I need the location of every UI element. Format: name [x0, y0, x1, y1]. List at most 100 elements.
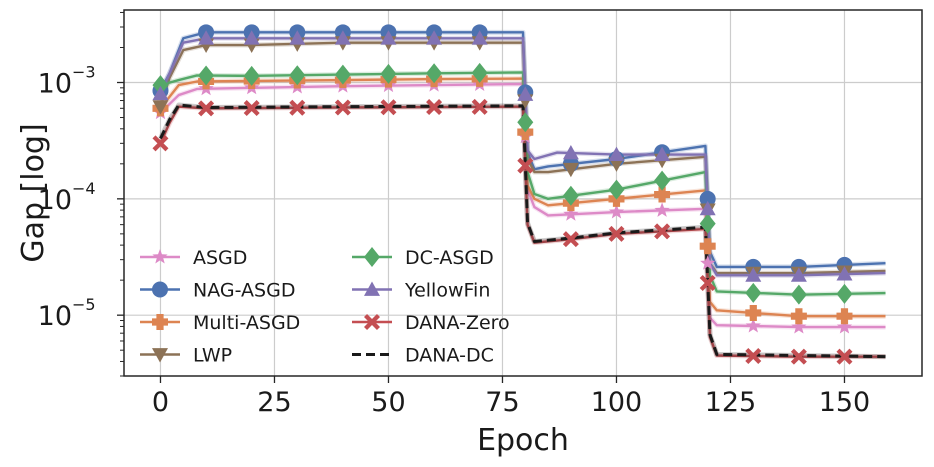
marker-dana-zero-2 [243, 100, 260, 117]
marker-yellowfin-0 [152, 85, 169, 101]
marker-dana-zero-14 [790, 348, 807, 365]
legend-marker-nag-asgd [152, 281, 168, 298]
marker-multi-asgd-11 [654, 186, 671, 203]
series-lines [158, 29, 886, 360]
marker-yellowfin-11 [654, 146, 671, 162]
legend-label-dc-asgd: DC-ASGD [405, 247, 494, 269]
marker-lwp-9 [562, 162, 579, 178]
x-axis: 0 25 50 75 100 125 150 [152, 376, 870, 418]
marker-asgd-9 [563, 206, 579, 221]
x-tick-label-150: 150 [819, 387, 871, 418]
marker-yellowfin-14 [790, 267, 807, 282]
x-tick-label-125: 125 [705, 387, 757, 418]
legend: ASGD NAG-ASGD Multi-ASGD LWP DC-ASGD YellowFi… [140, 247, 510, 367]
marker-nag-asgd-12 [699, 190, 716, 207]
marker-dana-zero-5 [380, 99, 397, 116]
marker-yellowfin-13 [745, 267, 762, 282]
marker-dc-asgd-13 [745, 282, 762, 303]
legend-label-yellowfin: YellowFin [404, 280, 490, 302]
legend-label-lwp: LWP [193, 345, 232, 367]
marker-dc-asgd-2 [243, 65, 260, 86]
series-line-yellowfin [159, 37, 886, 277]
marker-dana-zero-9 [562, 231, 579, 248]
legend-label-multi-asgd: Multi-ASGD [193, 312, 300, 334]
x-tick-label-0: 0 [152, 387, 169, 418]
marker-dc-asgd-0 [152, 75, 169, 96]
marker-asgd-15 [836, 319, 853, 334]
legend-label-nag-asgd: NAG-ASGD [193, 280, 295, 302]
legend-marker-asgd [152, 249, 168, 264]
x-axis-label: Epoch [477, 423, 569, 458]
marker-dana-zero-15 [836, 348, 853, 365]
marker-dc-asgd-5 [380, 63, 397, 84]
marker-asgd-14 [791, 319, 807, 334]
marker-dc-asgd-8 [517, 112, 534, 133]
y-tick-exponent-1: −4 [72, 179, 96, 198]
marker-dana-zero-0 [152, 135, 169, 152]
y-tick-exponent-0: −3 [72, 63, 96, 82]
legend-label-asgd: ASGD [193, 247, 247, 269]
marker-asgd-10 [608, 204, 625, 219]
y-tick-exponent-2: −5 [72, 295, 96, 314]
y-axis: 10−310−410−5 [38, 11, 124, 377]
marker-dana-zero-7 [471, 98, 488, 115]
marker-dc-asgd-10 [608, 179, 625, 200]
marker-lwp-10 [608, 157, 625, 172]
marker-dana-zero-10 [608, 225, 625, 242]
marker-dc-asgd-11 [654, 170, 671, 191]
marker-dana-zero-12 [699, 274, 716, 291]
marker-dc-asgd-14 [790, 284, 807, 305]
marker-dc-asgd-3 [289, 65, 306, 86]
y-axis-label: Gap [log] [16, 123, 51, 262]
legend-marker-lwp [152, 348, 168, 363]
x-tick-label-100: 100 [591, 387, 643, 418]
marker-yellowfin-6 [426, 30, 443, 45]
marker-yellowfin-3 [289, 30, 306, 45]
marker-dana-zero-4 [334, 99, 351, 116]
marker-dc-asgd-1 [198, 65, 215, 86]
marker-dana-zero-1 [198, 100, 215, 117]
marker-multi-asgd-12 [699, 238, 716, 255]
marker-dana-zero-3 [289, 99, 306, 116]
marker-multi-asgd-15 [836, 308, 853, 325]
marker-asgd-12 [700, 255, 716, 270]
marker-yellowfin-1 [198, 30, 215, 45]
marker-dana-zero-6 [426, 99, 443, 116]
marker-yellowfin-4 [334, 30, 351, 45]
marker-yellowfin-10 [608, 146, 625, 162]
marker-dc-asgd-12 [699, 213, 716, 234]
marker-lwp-0 [152, 100, 169, 115]
marker-dc-asgd-6 [426, 63, 443, 84]
series-line-multi-asgd [159, 77, 886, 318]
marker-yellowfin-9 [562, 145, 579, 160]
series-markers [152, 24, 853, 365]
marker-dc-asgd-7 [471, 62, 488, 83]
marker-yellowfin-15 [836, 266, 853, 281]
y-tick-label-0: 10 [38, 69, 72, 100]
series-line-dana-dc [159, 103, 886, 359]
marker-dana-zero-13 [745, 348, 762, 365]
legend-label-dana-dc: DANA-DC [405, 345, 494, 367]
marker-dc-asgd-15 [836, 283, 853, 304]
marker-dana-zero-11 [654, 223, 671, 240]
marker-yellowfin-7 [471, 30, 488, 45]
marker-dana-zero-8 [517, 157, 534, 174]
plot-frame [123, 9, 923, 377]
marker-yellowfin-2 [243, 30, 260, 45]
marker-yellowfin-12 [699, 200, 716, 216]
marker-asgd-11 [654, 202, 670, 217]
marker-dc-asgd-9 [562, 185, 579, 206]
marker-asgd-13 [745, 318, 761, 333]
y-tick-label-2: 10 [38, 301, 72, 332]
marker-multi-asgd-13 [745, 304, 762, 321]
legend-marker-yellowfin [364, 281, 380, 296]
marker-yellowfin-5 [380, 30, 397, 45]
legend-marker-dc-asgd [364, 247, 380, 267]
legend-marker-dana-zero [364, 314, 380, 330]
x-tick-label-75: 75 [485, 387, 519, 418]
legend-label-dana-zero: DANA-Zero [405, 312, 510, 334]
y-tick-label-1: 10 [38, 185, 72, 216]
series-line-asgd [159, 82, 886, 329]
marker-multi-asgd-14 [790, 308, 807, 325]
x-tick-label-50: 50 [371, 387, 405, 418]
